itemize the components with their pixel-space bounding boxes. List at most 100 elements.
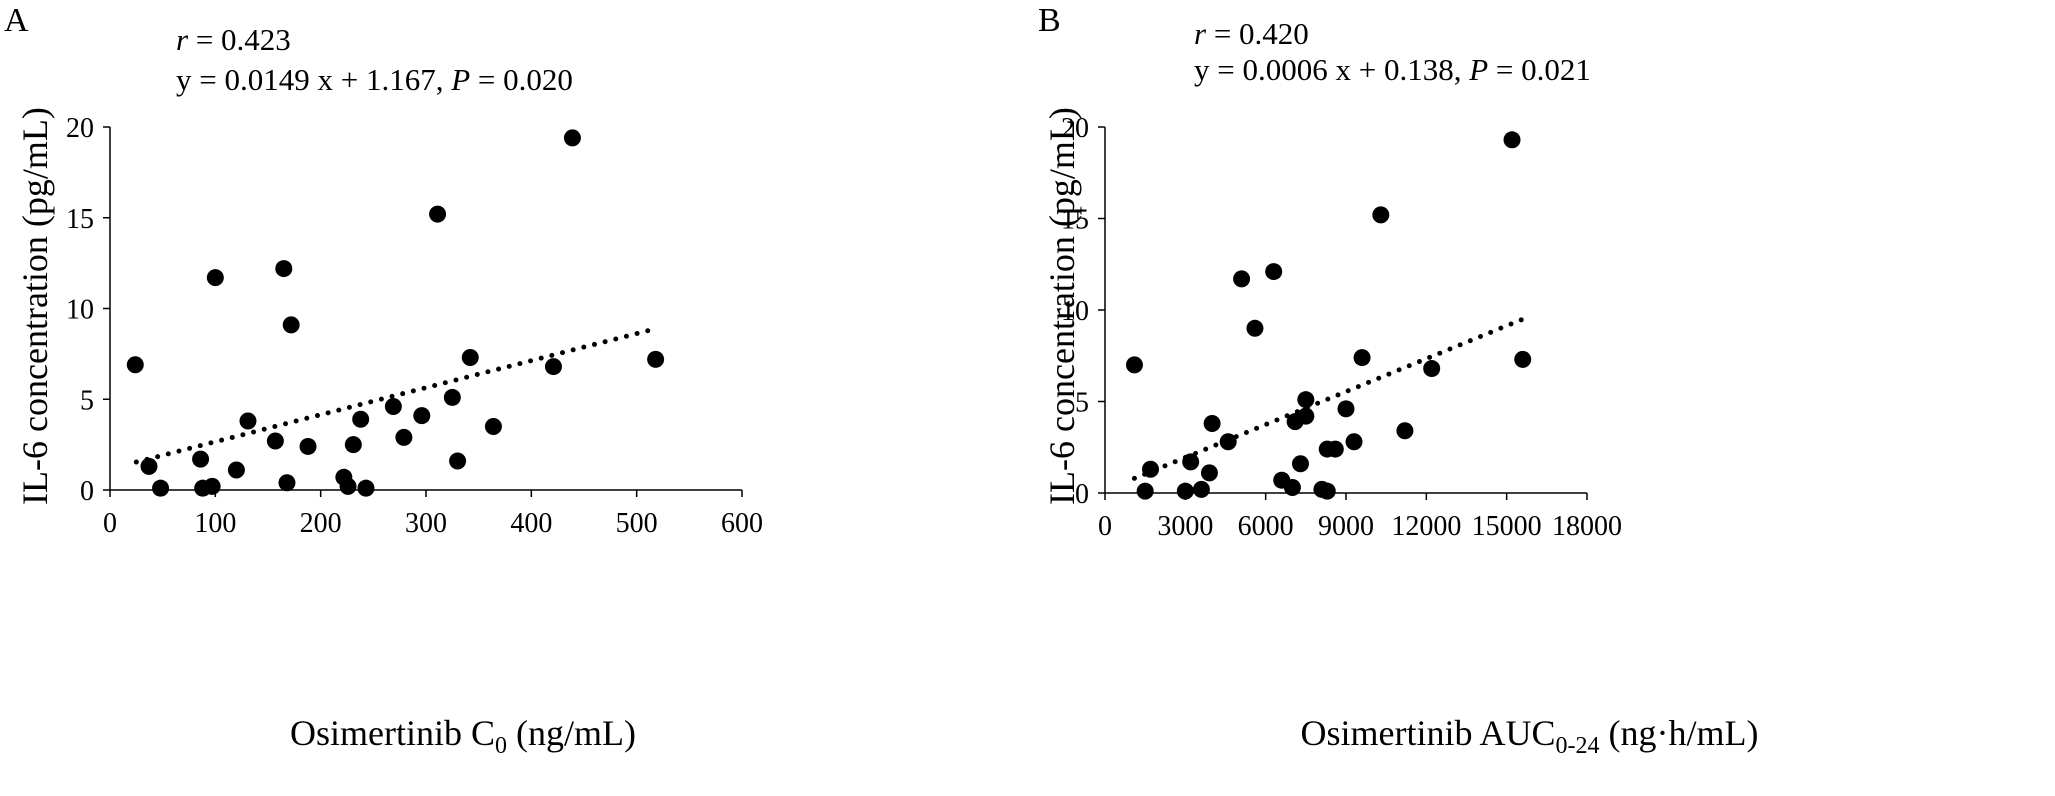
r-symbol: r: [1194, 16, 1207, 51]
data-point: [278, 474, 296, 492]
r-symbol: r: [176, 22, 189, 57]
x-axis-label: Osimertinib AUC0-24 (ng·h/mL): [1017, 712, 2042, 760]
data-point: [339, 477, 357, 495]
trendline: [1131, 316, 1526, 481]
data-point: [1396, 422, 1414, 440]
data-point: [1345, 433, 1363, 451]
x-tick-label: 0: [1098, 511, 1112, 542]
plot-area: 0 100 200 300 400 500 600 0 5 10 15 20: [66, 113, 763, 539]
data-point: [1514, 350, 1532, 368]
data-point: [266, 432, 284, 450]
data-point: [1297, 391, 1315, 409]
x-tick-label: 400: [510, 508, 552, 539]
data-point: [1503, 131, 1521, 149]
correlation-text: r = 0.423: [176, 22, 291, 58]
x-tick-label: 500: [616, 508, 658, 539]
y-tick-label: 0: [1075, 479, 1089, 510]
data-point: [1372, 206, 1390, 224]
data-point: [275, 260, 293, 278]
data-point: [1353, 349, 1371, 367]
p-symbol: P: [1469, 52, 1489, 87]
y-tick-label: 20: [66, 113, 94, 144]
x-tick-label: 300: [405, 508, 447, 539]
data-point: [1200, 464, 1218, 482]
data-point: [1176, 482, 1194, 500]
data-point: [1182, 453, 1200, 471]
data-point: [352, 410, 370, 428]
x-axis-label-subscript: 0: [495, 733, 507, 760]
y-tick-label: 10: [66, 295, 94, 326]
data-point: [1265, 263, 1283, 281]
y-tick-label: 15: [1061, 205, 1089, 236]
data-point: [413, 407, 431, 425]
data-point: [449, 452, 467, 470]
data-point: [1291, 455, 1309, 473]
x-tick-label: 9000: [1318, 511, 1374, 542]
data-point: [1326, 440, 1344, 458]
x-axis-label-main: Osimertinib AUC: [1300, 713, 1556, 753]
x-tick-label: 6000: [1238, 511, 1294, 542]
x-tick-label: 3000: [1157, 511, 1213, 542]
y-tick-label: 10: [1061, 296, 1089, 327]
data-point: [192, 450, 210, 468]
data-point: [203, 477, 221, 495]
x-tick-label: 100: [194, 508, 236, 539]
equation-text: y = 0.0149 x + 1.167,: [176, 62, 452, 97]
data-point: [126, 356, 144, 374]
data-point: [1337, 400, 1355, 418]
data-point: [1297, 407, 1315, 425]
p-value: = 0.020: [470, 62, 573, 97]
data-point: [1283, 479, 1301, 497]
x-tick-label: 600: [721, 508, 763, 539]
data-point: [443, 388, 461, 406]
data-point: [227, 461, 245, 479]
data-point: [140, 457, 158, 475]
r-value: = 0.420: [1206, 16, 1309, 51]
data-point: [344, 436, 362, 454]
r-value: = 0.423: [188, 22, 291, 57]
x-tick-label: 200: [300, 508, 342, 539]
data-point: [1246, 319, 1264, 337]
data-point: [239, 412, 257, 430]
y-tick-label: 20: [1061, 113, 1089, 144]
panel-label: B: [1038, 2, 1061, 39]
data-point: [299, 437, 317, 455]
data-point: [544, 358, 562, 376]
x-axis-label-unit: (ng/mL): [507, 713, 636, 753]
data-point: [461, 349, 479, 367]
data-point: [1423, 360, 1441, 378]
data-point: [1233, 270, 1251, 288]
x-tick-label: 18000: [1552, 511, 1622, 542]
data-point: [429, 205, 447, 223]
data-point: [1136, 482, 1154, 500]
x-axis-label: Osimertinib C0 (ng/mL): [290, 712, 636, 760]
data-point: [282, 316, 300, 334]
data-point: [206, 269, 224, 287]
data-point: [1125, 356, 1143, 374]
trendline: [133, 327, 655, 465]
x-tick-label: 0: [103, 508, 117, 539]
data-point: [1142, 460, 1160, 478]
data-point: [1219, 433, 1237, 451]
x-axis-label-subscript: 0-24: [1555, 733, 1600, 760]
panel-label: A: [4, 2, 29, 39]
x-axis-label-main: Osimertinib C: [290, 713, 495, 753]
plot-area: 0 3000 6000 9000 12000 15000 18000 0 5 10 15 20: [1061, 113, 1622, 542]
data-point: [384, 398, 402, 416]
data-point: [152, 479, 170, 497]
y-tick-label: 15: [66, 204, 94, 235]
chart-panel-a: A r = 0.423 y = 0.0149 x + 1.167, P = 0.…: [4, 2, 763, 760]
x-axis-label-unit: (ng·h/mL): [1599, 713, 1759, 753]
x-tick-label: 12000: [1391, 511, 1461, 542]
regression-equation: y = 0.0149 x + 1.167, P = 0.020: [176, 62, 573, 98]
data-point: [395, 428, 413, 446]
data-point: [1318, 482, 1336, 500]
p-value: = 0.021: [1488, 52, 1591, 87]
x-tick-label: 15000: [1472, 511, 1542, 542]
y-tick-label: 5: [80, 385, 94, 416]
y-tick-label: 0: [80, 476, 94, 507]
data-point: [563, 129, 581, 147]
data-point: [484, 417, 502, 435]
chart-panel-b: B r = 0.420 y = 0.0006 x + 0.138, P = 0.…: [1030, 0, 2055, 796]
regression-equation: y = 0.0006 x + 0.138, P = 0.021: [1194, 52, 1591, 88]
